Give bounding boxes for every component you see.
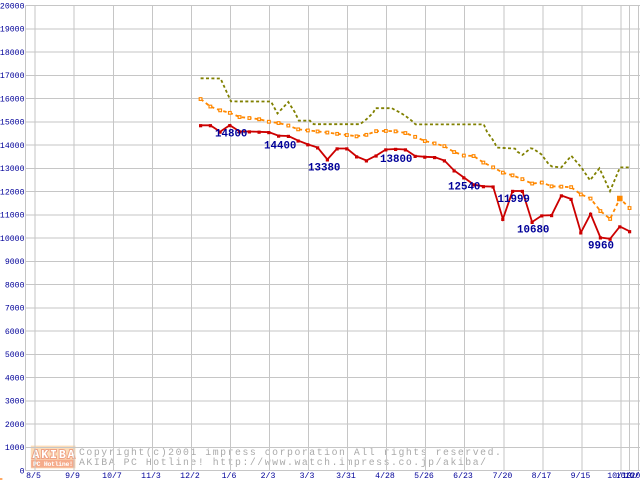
svg-text:AKIBA: AKIBA <box>33 449 75 462</box>
svg-text:18000: 18000 <box>0 49 25 58</box>
svg-text:13000: 13000 <box>0 165 25 174</box>
svg-text:20000: 20000 <box>0 2 25 11</box>
svg-text:AKIBA PC Hotline! http://www.: AKIBA PC Hotline! http://www.watch.impre… <box>79 457 488 468</box>
svg-text:14800: 14800 <box>215 128 247 140</box>
svg-text:9/9: 9/9 <box>65 471 80 480</box>
svg-text:Copyright(c)2001 impress corpo: Copyright(c)2001 impress corporation All… <box>79 447 502 458</box>
svg-text:5/26: 5/26 <box>414 471 434 480</box>
svg-text:7000: 7000 <box>5 305 25 314</box>
svg-text:3/3: 3/3 <box>300 471 315 480</box>
svg-text:1/6: 1/6 <box>222 471 237 480</box>
svg-text:9000: 9000 <box>5 258 25 267</box>
svg-text:12540: 12540 <box>448 181 480 193</box>
svg-text:8/5: 8/5 <box>26 471 41 480</box>
svg-text:11000: 11000 <box>0 212 25 221</box>
svg-text:6/23: 6/23 <box>453 471 473 480</box>
svg-text:11/3: 11/3 <box>141 471 161 480</box>
svg-text:14400: 14400 <box>264 140 296 152</box>
svg-text:6000: 6000 <box>5 328 25 337</box>
svg-text:15000: 15000 <box>0 119 25 128</box>
svg-text:16000: 16000 <box>0 95 25 104</box>
svg-text:9960: 9960 <box>588 240 614 252</box>
svg-text:9/15: 9/15 <box>571 471 591 480</box>
svg-text:11999: 11999 <box>498 194 530 206</box>
svg-text:10/20: 10/20 <box>616 471 640 480</box>
svg-text:PC Hotline!: PC Hotline! <box>33 461 73 468</box>
svg-text:12/2: 12/2 <box>180 471 200 480</box>
svg-text:12000: 12000 <box>0 188 25 197</box>
svg-text:10680: 10680 <box>517 224 549 236</box>
svg-text:13800: 13800 <box>380 154 412 166</box>
svg-text:4000: 4000 <box>5 374 25 383</box>
svg-text:3000: 3000 <box>5 398 25 407</box>
svg-text:0: 0 <box>20 467 25 476</box>
svg-text:2000: 2000 <box>5 421 25 430</box>
svg-text:19000: 19000 <box>0 26 25 35</box>
svg-text:4/28: 4/28 <box>375 471 395 480</box>
svg-text:8/17: 8/17 <box>532 471 552 480</box>
svg-text:7/20: 7/20 <box>493 471 513 480</box>
svg-text:14000: 14000 <box>0 142 25 151</box>
svg-text:10/27: 10/27 <box>625 471 640 480</box>
svg-text:17000: 17000 <box>0 72 25 81</box>
svg-text:10/7: 10/7 <box>102 471 122 480</box>
svg-text:3/31: 3/31 <box>336 471 356 480</box>
svg-text:1000: 1000 <box>5 444 25 453</box>
svg-text:13380: 13380 <box>308 162 340 174</box>
svg-text:10/13: 10/13 <box>607 471 632 480</box>
svg-text:8000: 8000 <box>5 281 25 290</box>
svg-text:10000: 10000 <box>0 235 25 244</box>
svg-text:2/3: 2/3 <box>261 471 276 480</box>
svg-text:5000: 5000 <box>5 351 25 360</box>
